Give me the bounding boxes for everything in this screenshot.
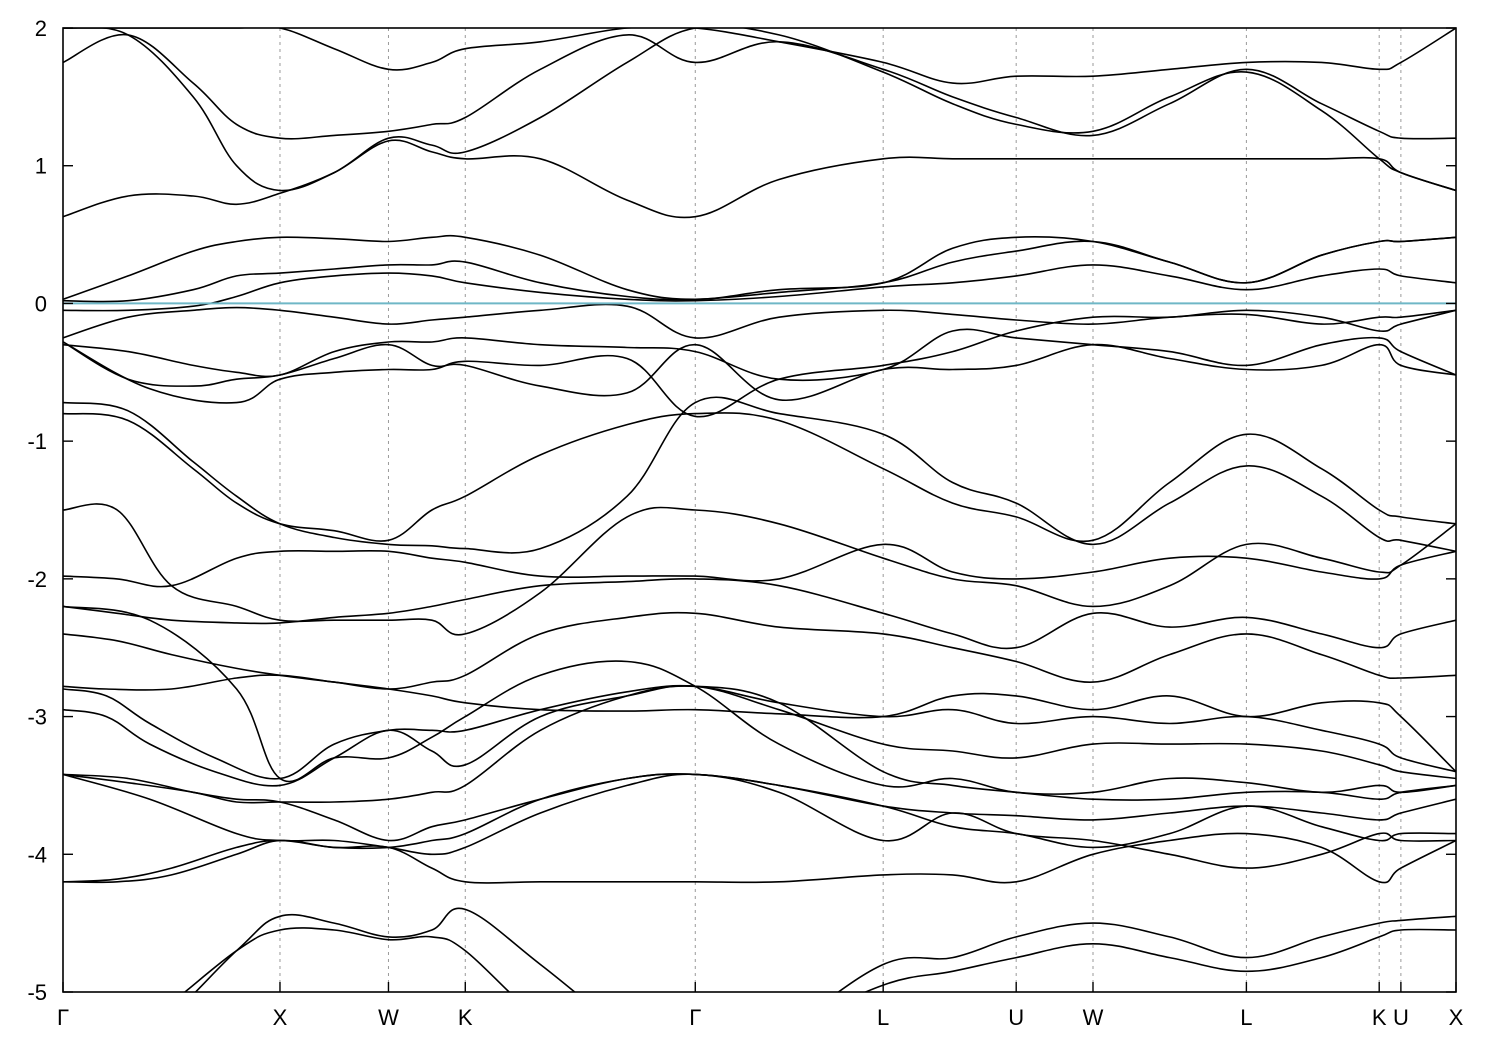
y-axis-ticks: 2 1 0 -1 -2 -3 -4 -5 [27, 16, 1456, 1005]
y-tick-label: -1 [27, 429, 47, 454]
band-line [183, 927, 1456, 992]
band-line [63, 773, 1456, 842]
kpoint-gridlines [279, 28, 1402, 992]
band-line [63, 684, 1456, 787]
band-line [63, 611, 1456, 690]
band-line [63, 773, 1456, 884]
band-line [63, 28, 1456, 192]
band-line [63, 543, 1456, 588]
x-tick-label: U [1393, 1005, 1409, 1030]
x-tick-label: U [1008, 1005, 1024, 1030]
x-tick-label: L [1240, 1005, 1252, 1030]
x-tick-label: Γ [57, 1005, 69, 1030]
band-line [63, 309, 1456, 418]
x-tick-label: W [1083, 1005, 1104, 1030]
band-line [63, 577, 1456, 650]
band-line [63, 303, 1456, 339]
y-tick-label: 2 [35, 16, 47, 41]
x-tick-label: Γ [689, 1005, 701, 1030]
band-line [63, 139, 1456, 219]
x-tick-label: K [458, 1005, 473, 1030]
band-line [63, 328, 1456, 382]
band-lines [63, 28, 1456, 992]
band-line [63, 503, 1456, 636]
x-tick-label: W [378, 1005, 399, 1030]
x-tick-label: K [1372, 1005, 1387, 1030]
band-line [63, 412, 1456, 543]
y-tick-label: -4 [27, 842, 47, 867]
band-line [63, 685, 1456, 804]
y-tick-label: -3 [27, 705, 47, 730]
band-line [63, 341, 1456, 402]
band-line [63, 33, 1456, 140]
band-line [63, 396, 1456, 554]
x-tick-label: L [877, 1005, 889, 1030]
band-line [63, 234, 1456, 301]
y-tick-label: -5 [27, 980, 47, 1005]
band-line [63, 773, 1456, 869]
x-tick-label: X [273, 1005, 288, 1030]
band-line [63, 605, 1456, 795]
band-line [63, 28, 1456, 85]
band-line [194, 907, 1456, 992]
x-tick-label: X [1449, 1005, 1464, 1030]
y-tick-label: 1 [35, 154, 47, 179]
band-line [63, 264, 1456, 312]
plot-frame [62, 27, 1457, 993]
band-line [63, 674, 1456, 773]
y-tick-label: -2 [27, 567, 47, 592]
y-tick-label: 0 [35, 291, 47, 316]
